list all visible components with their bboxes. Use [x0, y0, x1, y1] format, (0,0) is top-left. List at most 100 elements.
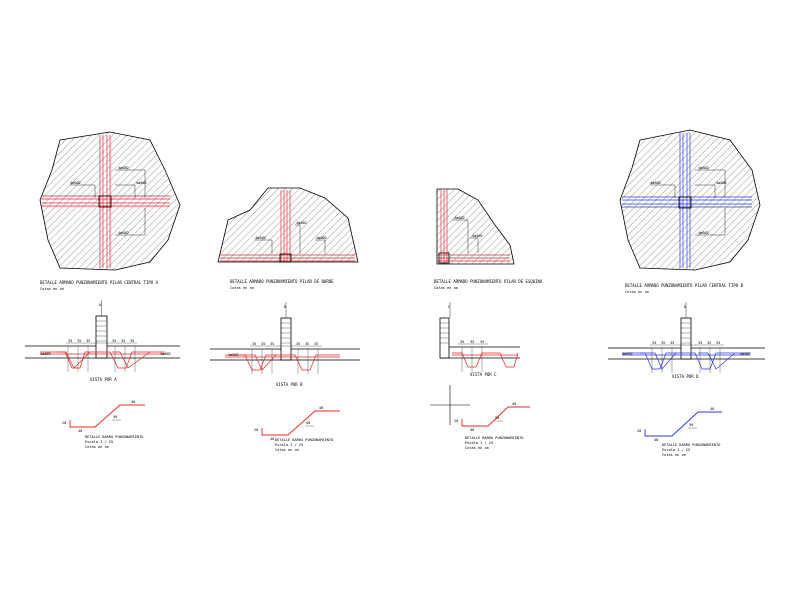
rebar-section-a: [40, 351, 165, 369]
svg-text:4ø6Ø2: 4ø6Ø2: [70, 180, 81, 185]
column-tag-b: B: [284, 305, 286, 309]
rebar-label-left-a: 4ø6Ø2: [40, 351, 51, 356]
svg-text:35: 35: [314, 342, 318, 346]
column-b: [279, 253, 292, 263]
column-c: [438, 252, 450, 264]
bar-detail-c: 20 40 50 40 DETALLE BARRA PUNZONAMIENTO …: [430, 385, 530, 450]
svg-text:4ø6Ø2: 4ø6Ø2: [118, 230, 129, 235]
svg-text:35: 35: [296, 342, 300, 346]
plan-view-a: 4ø6Ø2 4ø6Ø2 4ø6Ø2 4ø6Ø2: [39, 131, 181, 271]
section-title-a: VISTA POR A: [90, 377, 117, 382]
svg-text:35: 35: [460, 340, 464, 344]
bar-detail-b: 20 40 50 40 DETALLE BARRA PUNZONAMIENTO …: [254, 406, 340, 452]
plan-view-d: 4ø6Ø2 4ø6Ø2 4ø6Ø2 4ø6Ø2: [619, 129, 761, 271]
svg-text:40: 40: [470, 428, 474, 432]
bar-title-c: DETALLE BARRA PUNZONAMIENTO: [465, 436, 523, 440]
svg-text:20: 20: [454, 419, 458, 423]
svg-text:50: 50: [495, 416, 499, 420]
svg-text:4ø6Ø2: 4ø6Ø2: [472, 233, 483, 238]
bar-units-d: Cotas en cm: [662, 453, 686, 457]
svg-text:4ø6Ø2: 4ø6Ø2: [296, 220, 307, 225]
bar-detail-d: 20 40 50 40 DETALLE BARRA PUNZONAMIENTO …: [637, 407, 722, 457]
plan-units-c: Cotas en cm: [434, 286, 458, 290]
section-view-d: D 35 35 35 35 35 35 4ø6Ø2 4ø6Ø2: [608, 302, 765, 373]
bar-title-a: DETALLE BARRA PUNZONAMIENTO: [85, 435, 143, 439]
slab-outline-c: [436, 188, 515, 265]
svg-text:35: 35: [670, 341, 674, 345]
rebar-section-d: [622, 352, 750, 370]
bar-scale-c: Escala 1 / 25: [465, 441, 493, 445]
plan-title-a: DETALLE ARMADO PUNZONAMIENTO PILAR CENTR…: [40, 280, 159, 285]
bar-detail-a: 20 40 50 40 DETALLE BARRA PUNZONAMIENTO …: [62, 400, 145, 449]
bar-scale-a: Escala 1 / 25: [85, 440, 113, 444]
svg-text:20: 20: [62, 421, 66, 425]
rebar-section-b: [225, 354, 340, 371]
detail-c: 4ø6Ø2 4ø6Ø2 DETALLE ARMADO PUNZONAMIENTO…: [430, 188, 543, 450]
bar-scale-d: Escala 1 / 25: [662, 448, 690, 452]
column-section-b: [280, 317, 292, 361]
detail-b: 4ø6Ø2 4ø6Ø2 4ø6Ø2 DETALLE ARMADO PUNZONA…: [210, 187, 360, 452]
svg-text:35: 35: [252, 342, 256, 346]
plan-view-c: 4ø6Ø2 4ø6Ø2: [436, 188, 515, 265]
svg-text:35: 35: [480, 340, 484, 344]
svg-text:40: 40: [319, 406, 323, 410]
svg-text:20: 20: [637, 429, 641, 433]
column-tag-d: D: [684, 305, 686, 309]
svg-text:4ø6Ø2: 4ø6Ø2: [454, 215, 465, 220]
svg-text:4ø6Ø2: 4ø6Ø2: [136, 180, 147, 185]
svg-text:40: 40: [270, 437, 274, 441]
svg-text:4ø6Ø2: 4ø6Ø2: [255, 235, 266, 240]
section-view-b: B 35 35 35 35 35 35 4ø6Ø2: [210, 302, 360, 374]
svg-text:4ø6Ø2: 4ø6Ø2: [716, 180, 727, 185]
svg-text:35: 35: [652, 341, 656, 345]
plan-units-b: Cotas en cm: [230, 286, 254, 290]
detail-a: 4ø6Ø2 4ø6Ø2 4ø6Ø2 4ø6Ø2 DETALLE ARMADO P…: [25, 131, 181, 449]
svg-text:35: 35: [270, 342, 274, 346]
svg-text:4ø6Ø2: 4ø6Ø2: [118, 165, 129, 170]
plan-title-c: DETALLE ARMADO PUNZONAMIENTO PILAR DE ES…: [434, 279, 543, 284]
svg-text:35: 35: [707, 341, 711, 345]
dim-a-6: 35: [130, 339, 134, 343]
section-title-b: VISTA POR B: [276, 382, 303, 387]
svg-text:40: 40: [654, 438, 658, 442]
rebar-label-right-d: 4ø6Ø2: [740, 351, 751, 356]
plan-units-a: Cotas en cm: [40, 287, 64, 291]
rebar-plan-c: [438, 190, 510, 263]
svg-text:35: 35: [261, 342, 265, 346]
bar-units-a: Cotas en cm: [85, 445, 109, 449]
svg-text:4ø6Ø2: 4ø6Ø2: [698, 230, 709, 235]
bar-units-c: Cotas en cm: [465, 446, 489, 450]
column-tag-c: C: [448, 305, 450, 309]
svg-text:20: 20: [254, 428, 258, 432]
bar-title-d: DETALLE BARRA PUNZONAMIENTO: [662, 443, 720, 447]
bar-title-b: DETALLE BARRA PUNZONAMIENTO: [275, 438, 333, 442]
plan-units-d: Cotas en cm: [625, 290, 649, 294]
plan-title-b: DETALLE ARMADO PUNZONAMIENTO PILAR DE BO…: [230, 279, 334, 284]
svg-text:35: 35: [470, 340, 474, 344]
section-view-c: C 35 35 35: [439, 302, 520, 372]
plan-title-d: DETALLE ARMADO PUNZONAMIENTO PILAR CENTR…: [625, 283, 744, 288]
dim-a-4: 35: [112, 339, 116, 343]
plan-view-b: 4ø6Ø2 4ø6Ø2 4ø6Ø2: [217, 187, 359, 263]
svg-text:35: 35: [716, 341, 720, 345]
slab-outline-b: [217, 187, 359, 263]
rebar-plan-d: [622, 133, 752, 268]
svg-text:4ø6Ø2: 4ø6Ø2: [698, 165, 709, 170]
bar-units-b: Cotas en cm: [275, 448, 299, 452]
column-tag-a: A: [99, 303, 102, 307]
svg-text:35: 35: [305, 342, 309, 346]
detail-d: 4ø6Ø2 4ø6Ø2 4ø6Ø2 4ø6Ø2 DETALLE ARMADO P…: [608, 129, 765, 457]
section-title-c: VISTA POR C: [470, 372, 497, 377]
svg-text:4ø6Ø2: 4ø6Ø2: [316, 235, 327, 240]
section-title-d: VISTA POR D: [672, 374, 699, 379]
rebar-plan-b: [220, 190, 355, 262]
dim-a-1: 35: [68, 339, 72, 343]
dim-a-2: 35: [77, 339, 81, 343]
svg-text:4ø6Ø2: 4ø6Ø2: [650, 180, 661, 185]
svg-text:40: 40: [131, 400, 135, 404]
rebar-label-right-a: 4ø6Ø2: [160, 351, 171, 356]
column-a: [98, 195, 112, 208]
svg-text:40: 40: [512, 402, 516, 406]
bar-scale-b: Escala 1 / 25: [275, 443, 303, 447]
